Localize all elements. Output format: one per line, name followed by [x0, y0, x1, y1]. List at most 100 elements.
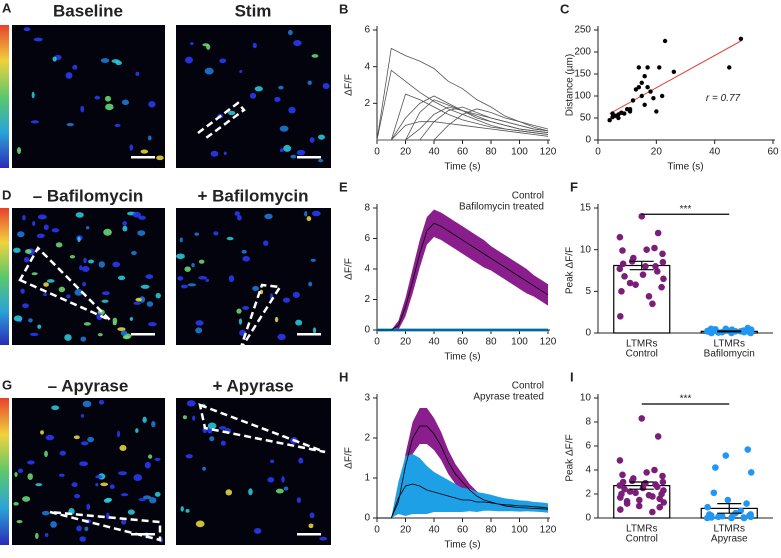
cell [293, 39, 302, 47]
cell [202, 43, 210, 47]
cell [210, 150, 219, 157]
y-tick-label: 6 [364, 233, 370, 244]
x-tick-label: 100 [511, 337, 528, 348]
y-tick-label: 200 [574, 47, 591, 58]
outline [18, 245, 111, 322]
y-tick-label: 2 [364, 294, 370, 305]
y-tick-label: 1 [364, 473, 370, 484]
cell [283, 486, 289, 491]
point [653, 268, 661, 275]
cell [65, 72, 73, 79]
cell [290, 154, 297, 159]
error-band [377, 209, 548, 330]
x-axis-label: Time (s) [444, 162, 480, 173]
cell [71, 482, 78, 488]
cell [31, 272, 38, 276]
cell [100, 58, 110, 63]
point [727, 65, 732, 70]
cell [227, 110, 236, 116]
cell [311, 54, 319, 58]
cell [155, 292, 161, 299]
panel-label: F [570, 179, 578, 194]
cell [154, 457, 161, 461]
point [642, 263, 649, 270]
cell [77, 236, 81, 243]
x-tick-label: Control [626, 534, 658, 545]
cell [98, 399, 105, 405]
cell [103, 498, 111, 503]
y-tick-label: 10 [580, 244, 592, 255]
y-tick-label: 0 [364, 513, 370, 524]
cell [94, 95, 101, 100]
x-tick-label: Apyrase [711, 534, 748, 545]
cell [72, 64, 78, 70]
cell [117, 430, 121, 438]
point [659, 478, 667, 486]
point [659, 258, 667, 266]
cell [37, 214, 47, 220]
cell [205, 278, 210, 282]
cell [46, 279, 55, 283]
point [621, 273, 628, 280]
x-tick-label: 120 [540, 525, 557, 536]
cell [80, 441, 89, 446]
point [626, 279, 634, 287]
trace [377, 108, 549, 141]
point [649, 493, 656, 500]
cell [16, 519, 23, 524]
cell [307, 80, 312, 86]
cell [117, 327, 126, 331]
point [660, 275, 667, 283]
scale-bar [297, 533, 321, 536]
point [642, 74, 647, 79]
point [659, 472, 666, 480]
significance: *** [680, 394, 692, 405]
cell [237, 214, 242, 221]
y-tick-label: 100 [574, 91, 591, 102]
cell [104, 95, 111, 102]
point [645, 293, 653, 300]
point [649, 300, 656, 308]
cell [95, 482, 99, 487]
point [636, 65, 642, 70]
cell [177, 276, 184, 281]
cell [308, 281, 313, 287]
point [607, 118, 612, 123]
point [630, 98, 636, 103]
cell [83, 257, 87, 264]
cell [97, 333, 103, 337]
cell [248, 488, 253, 496]
cell [24, 249, 32, 254]
cell [184, 266, 191, 272]
cell [58, 473, 65, 477]
cell [147, 135, 152, 141]
point [616, 482, 624, 489]
x-axis-label: Time (s) [444, 540, 480, 551]
cell [185, 509, 190, 513]
cell [87, 436, 95, 443]
x-tick-label: 100 [511, 525, 528, 536]
cell [283, 144, 292, 152]
cell [79, 461, 89, 467]
point [653, 483, 661, 491]
cell [225, 489, 233, 496]
cell [242, 305, 250, 311]
cell [204, 67, 214, 75]
point [642, 102, 647, 108]
x-tick-label: 0 [374, 147, 380, 158]
y-axis-label: ΔF/F [344, 258, 355, 280]
cell [66, 122, 74, 127]
cell [95, 475, 103, 479]
cell [252, 42, 257, 49]
y-tick-label: 8 [585, 417, 591, 428]
cell [319, 536, 328, 541]
cell [219, 426, 227, 430]
panel-label: G [2, 377, 12, 392]
micrograph [12, 25, 165, 168]
point [639, 271, 647, 278]
cell [84, 526, 89, 531]
cell [238, 318, 243, 325]
cell [249, 92, 257, 99]
scale-bar [131, 333, 155, 336]
cell [69, 255, 76, 259]
